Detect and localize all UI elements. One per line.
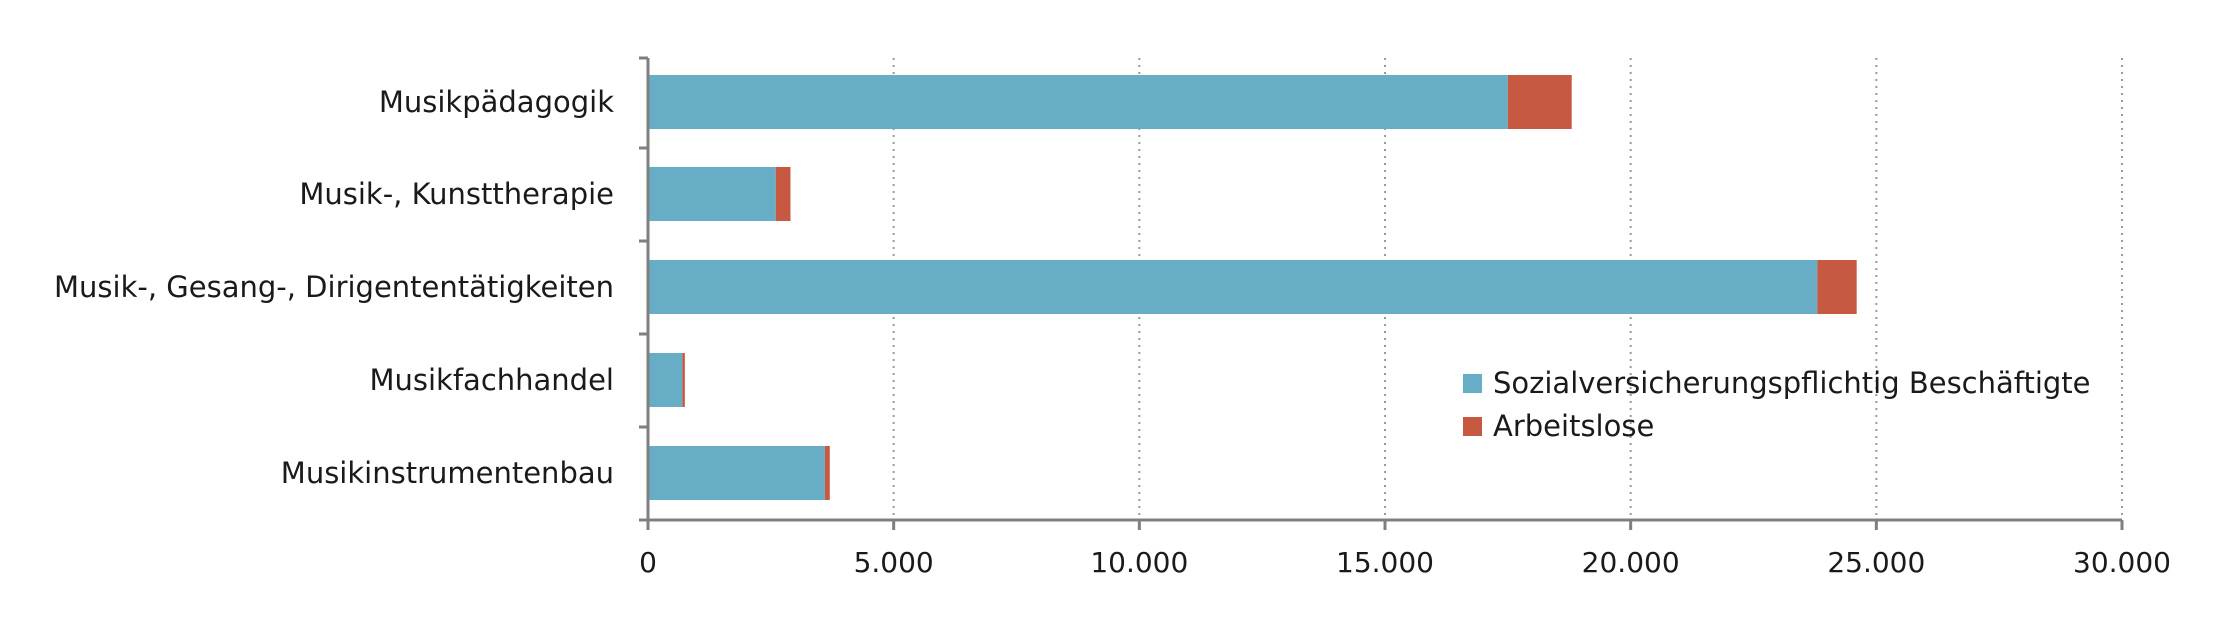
legend: Sozialversicherungspflichtig Beschäftigt… (1463, 366, 2091, 443)
bar-musikfachhandel-arbeitslose (682, 353, 685, 407)
bar-musik-gesang-dirigententaetigkeiten-beschaeftigte (648, 260, 1818, 314)
legend-swatch (1463, 374, 1482, 393)
bars (648, 75, 1857, 500)
category-label: Musik-, Kunsttherapie (299, 177, 614, 211)
bar-musikinstrumentenbau-arbeitslose (824, 446, 830, 500)
bar-musik-kunsttherapie-beschaeftigte (648, 167, 776, 221)
x-tick-label: 25.000 (1827, 546, 1925, 579)
bar-musikinstrumentenbau-beschaeftigte (648, 446, 825, 500)
legend-swatch (1463, 417, 1482, 436)
bar-musikpaedagogik-arbeitslose (1507, 75, 1572, 129)
x-tick-label: 20.000 (1582, 546, 1680, 579)
bar-musikpaedagogik-beschaeftigte (648, 75, 1508, 129)
bar-musik-kunsttherapie-arbeitslose (775, 167, 791, 221)
category-label: Musikinstrumentenbau (281, 456, 614, 490)
axes (639, 56, 2124, 530)
x-tick-label: 30.000 (2073, 546, 2171, 579)
x-tick-label: 0 (639, 546, 657, 579)
bar-musik-gesang-dirigententaetigkeiten-arbeitslose (1817, 260, 1857, 314)
category-label: Musik-, Gesang-, Dirigententätigkeiten (54, 270, 614, 304)
x-tick-label: 10.000 (1090, 546, 1188, 579)
category-label: Musikpädagogik (379, 85, 614, 119)
x-tick-labels: 0 5.000 10.000 15.000 20.000 25.000 30.000 (639, 546, 2171, 579)
bar-musikfachhandel-beschaeftigte (648, 353, 683, 407)
x-tick-label: 5.000 (854, 546, 934, 579)
legend-label: Sozialversicherungspflichtig Beschäftigt… (1493, 366, 2091, 400)
x-tick-label: 15.000 (1336, 546, 1434, 579)
legend-label: Arbeitslose (1493, 409, 1654, 443)
category-label: Musikfachhandel (369, 363, 614, 397)
category-labels: Musikpädagogik Musik-, Kunsttherapie Musik… (54, 85, 614, 490)
